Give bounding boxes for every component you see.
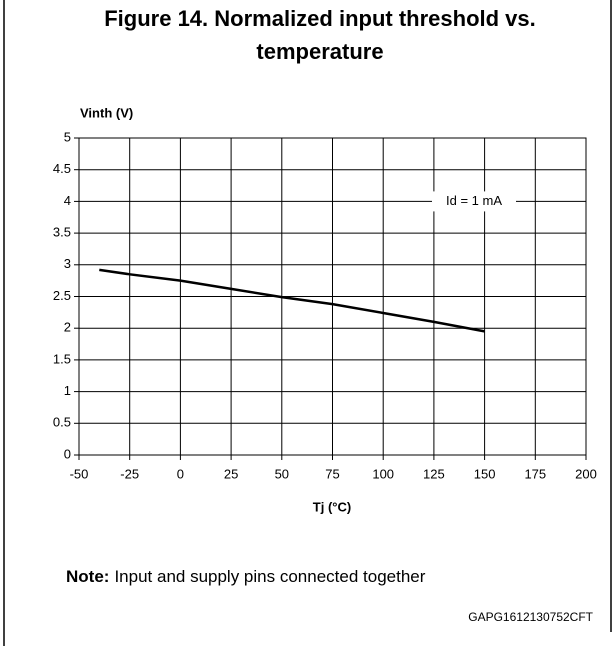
data-line bbox=[99, 268, 485, 333]
x-tick-label: -25 bbox=[120, 466, 139, 481]
note: Note: Input and supply pins connected tog… bbox=[66, 567, 426, 586]
x-axis-label: Tj (°C) bbox=[313, 499, 351, 514]
x-tick-label: 0 bbox=[177, 466, 184, 481]
x-tick-label: 175 bbox=[524, 466, 546, 481]
y-tick-label: 0 bbox=[64, 446, 71, 461]
y-tick-label: 2 bbox=[64, 320, 71, 335]
y-tick-label: 1.5 bbox=[53, 351, 71, 366]
x-tick-label: 100 bbox=[372, 466, 394, 481]
x-tick-label: 75 bbox=[325, 466, 339, 481]
x-tick-label: -50 bbox=[70, 466, 89, 481]
note-text: Input and supply pins connected together bbox=[114, 567, 425, 586]
y-tick-label: 4.5 bbox=[53, 161, 71, 176]
y-tick-label: 3 bbox=[64, 256, 71, 271]
x-tick-label: 150 bbox=[474, 466, 496, 481]
annotation-bg bbox=[432, 191, 516, 212]
y-tick-label: 3.5 bbox=[53, 225, 71, 240]
chart-title-line2: temperature bbox=[256, 39, 383, 64]
y-axis-label: Vinth (V) bbox=[80, 105, 133, 120]
note-label: Note: bbox=[66, 567, 109, 586]
chart-title: Figure 14. Normalized input threshold vs… bbox=[104, 6, 536, 31]
y-tick-label: 2.5 bbox=[53, 288, 71, 303]
y-tick-label: 1 bbox=[64, 383, 71, 398]
y-tick-label: 5 bbox=[64, 129, 71, 144]
x-tick-label: 200 bbox=[575, 466, 597, 481]
y-tick-label: 4 bbox=[64, 193, 71, 208]
plot-frame bbox=[78, 137, 587, 456]
figure-code: GAPG1612130752CFT bbox=[468, 610, 593, 624]
y-tick-label: 0.5 bbox=[53, 415, 71, 430]
x-tick-label: 50 bbox=[275, 466, 289, 481]
x-tick-label: 125 bbox=[423, 466, 445, 481]
x-tick-label: 25 bbox=[224, 466, 238, 481]
annotation: Id = 1 mA bbox=[446, 193, 502, 208]
